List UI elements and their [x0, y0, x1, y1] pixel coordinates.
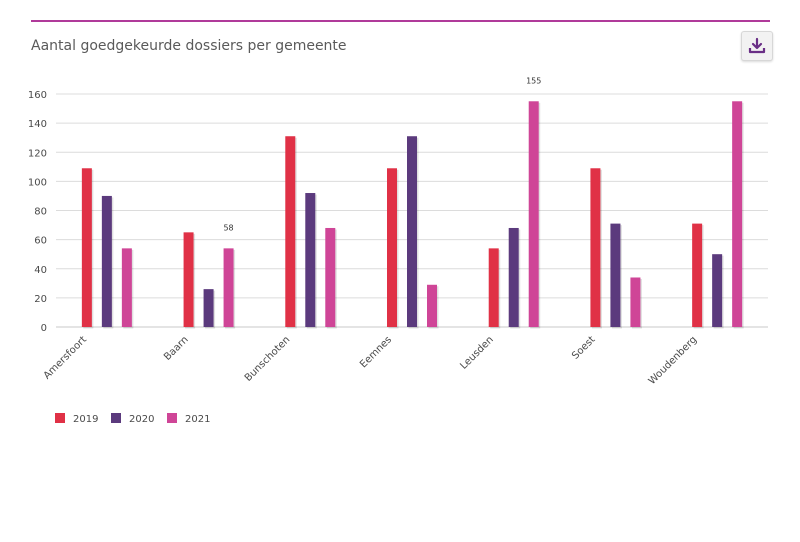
y-tick-label: 80: [34, 207, 47, 218]
bar[interactable]: [121, 248, 132, 327]
x-tick-label: Bunschoten: [243, 334, 293, 384]
x-tick-label: Soest: [570, 334, 597, 361]
x-tick-label: Woudenberg: [647, 334, 700, 387]
bar[interactable]: [427, 284, 437, 327]
bar[interactable]: [81, 168, 92, 327]
x-tick-label: Amersfoort: [42, 334, 89, 381]
bar[interactable]: [285, 136, 296, 327]
legend-swatch: [167, 413, 177, 423]
legend-item-label[interactable]: 2021: [185, 414, 210, 425]
bar[interactable]: [508, 227, 519, 327]
legend-swatch: [55, 413, 65, 423]
y-tick-label: 140: [28, 119, 47, 130]
bar[interactable]: [183, 232, 194, 327]
top-rule: [31, 20, 770, 22]
bar[interactable]: [325, 227, 336, 327]
bar[interactable]: [223, 248, 234, 327]
bar[interactable]: [610, 223, 621, 327]
y-tick-label: 100: [28, 177, 47, 188]
download-button[interactable]: [741, 31, 773, 61]
bar[interactable]: [488, 248, 499, 327]
bar[interactable]: [407, 136, 417, 327]
legend-item-label[interactable]: 2020: [129, 414, 154, 425]
chart-title: Aantal goedgekeurde dossiers per gemeent…: [31, 38, 347, 54]
data-label: 58: [223, 223, 233, 232]
y-tick-label: 20: [34, 294, 47, 305]
x-tick-label: Baarn: [162, 334, 191, 363]
y-tick-label: 120: [28, 148, 47, 159]
x-tick-label: Leusden: [458, 334, 495, 371]
y-tick-label: 40: [34, 265, 47, 276]
x-tick-label: Eemnes: [358, 334, 394, 370]
legend-swatch: [111, 413, 121, 423]
y-tick-label: 160: [28, 90, 47, 101]
data-label: 155: [526, 76, 541, 85]
y-tick-label: 0: [41, 323, 47, 334]
bar[interactable]: [692, 223, 703, 327]
bar[interactable]: [101, 195, 112, 327]
bar[interactable]: [712, 254, 723, 327]
bar[interactable]: [630, 277, 641, 327]
legend-item-label[interactable]: 2019: [73, 414, 98, 425]
bar[interactable]: [387, 168, 397, 327]
download-icon: [748, 37, 766, 54]
bar[interactable]: [528, 101, 539, 327]
y-tick-label: 60: [34, 236, 47, 247]
bar[interactable]: [732, 101, 743, 327]
bar[interactable]: [203, 289, 214, 327]
bar[interactable]: [590, 168, 601, 327]
bar[interactable]: [305, 193, 316, 327]
